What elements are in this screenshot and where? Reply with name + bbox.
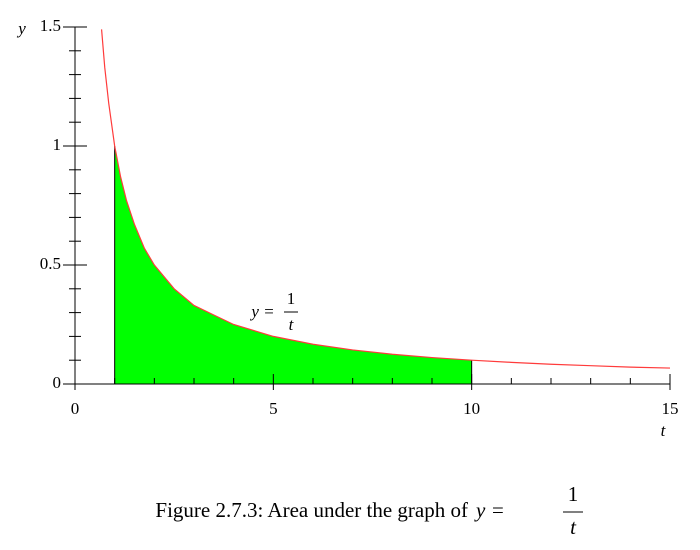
x-tick-label: 0 <box>71 399 80 418</box>
y-axis-label: y <box>16 19 26 38</box>
caption-denominator: t <box>570 515 577 539</box>
y-tick-label: 0.5 <box>40 254 61 273</box>
x-tick-label: 5 <box>269 399 278 418</box>
curve-label-denominator: t <box>289 315 295 334</box>
y-tick-label: 0 <box>53 373 62 392</box>
x-axis-label: t <box>661 421 667 440</box>
caption-text: Figure 2.7.3: Area under the graph of <box>155 498 468 522</box>
shaded-region <box>114 146 472 384</box>
curve <box>100 29 671 369</box>
caption: Figure 2.7.3: Area under the graph of y … <box>155 482 583 539</box>
y-tick-label: 1 <box>53 135 62 154</box>
x-tick-label: 15 <box>662 399 679 418</box>
caption-numerator: 1 <box>568 482 579 506</box>
y-tick-label: 1.5 <box>40 16 61 35</box>
curve-label-lhs: y = <box>249 302 274 321</box>
curve-label: y = 1 t <box>249 289 298 334</box>
x-tick-label: 10 <box>463 399 480 418</box>
curve-label-numerator: 1 <box>287 289 296 308</box>
caption-lhs: y = <box>474 498 505 522</box>
